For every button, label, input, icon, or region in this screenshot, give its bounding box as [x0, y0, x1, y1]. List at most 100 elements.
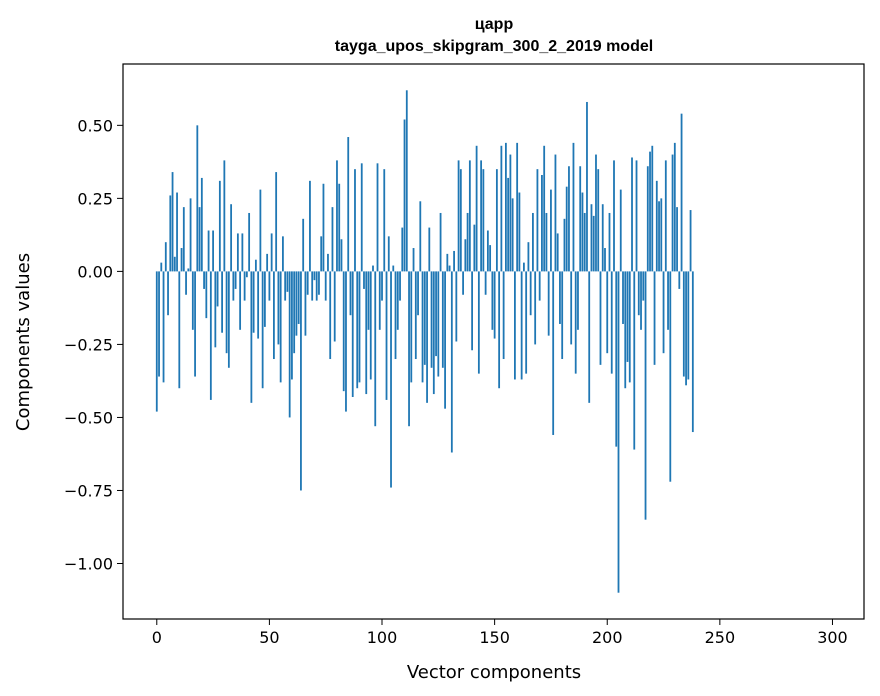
bar [403, 119, 406, 272]
bar [581, 192, 584, 272]
bar [480, 160, 483, 272]
bar [270, 233, 273, 272]
bar [182, 207, 185, 272]
bar [554, 154, 557, 272]
bar [338, 183, 341, 272]
bar [349, 271, 352, 316]
x-tick-label: 300 [817, 628, 848, 647]
bar [482, 169, 485, 272]
bar [599, 271, 602, 365]
bar [198, 207, 201, 272]
bar [203, 271, 205, 289]
bars-group [155, 90, 694, 593]
bar [640, 271, 642, 330]
bar [306, 271, 309, 295]
bar [541, 175, 543, 272]
bar [194, 271, 196, 377]
bar [236, 233, 239, 272]
y-tick-label: −1.00 [64, 555, 113, 574]
bar [550, 189, 552, 272]
bar [187, 268, 190, 272]
y-tick-label: 0.25 [77, 189, 113, 208]
bar [660, 198, 663, 272]
x-axis-ticks: 0 50 100 150 200 250 300 [152, 619, 848, 647]
y-tick-label: −0.50 [64, 408, 113, 427]
bar [543, 145, 546, 272]
bar [263, 271, 266, 327]
bar [401, 227, 404, 272]
bar [534, 271, 537, 345]
bar [597, 169, 600, 272]
bar [378, 271, 381, 330]
bar [376, 163, 379, 272]
bar [315, 271, 318, 301]
bar [595, 154, 597, 272]
bar [631, 157, 633, 272]
bar [453, 250, 455, 272]
bar [390, 271, 392, 488]
bar [473, 224, 476, 272]
bar [385, 271, 388, 400]
bar [455, 271, 458, 342]
bar [169, 195, 172, 272]
bar [507, 177, 510, 272]
bar [489, 245, 492, 272]
bar [637, 271, 640, 316]
bar [462, 271, 464, 295]
bar [444, 271, 446, 409]
bar [180, 248, 183, 272]
bar [518, 192, 521, 272]
bar [311, 271, 314, 301]
bar [252, 271, 255, 333]
bar [158, 271, 160, 377]
plot-frame [122, 63, 865, 620]
x-tick-label: 250 [705, 628, 736, 647]
bar [430, 271, 433, 368]
y-axis-label: Components values [13, 253, 34, 431]
bar [628, 271, 631, 383]
bar [588, 271, 591, 403]
bar [437, 271, 440, 377]
bar [417, 271, 419, 316]
bar [671, 154, 674, 272]
bar [532, 212, 534, 272]
bar [570, 271, 573, 345]
bar [626, 271, 629, 362]
bar [394, 271, 397, 360]
bar [277, 271, 280, 345]
bar [547, 271, 550, 336]
bar [164, 242, 167, 272]
bar [572, 142, 575, 272]
bar [160, 262, 163, 272]
bar [468, 160, 471, 272]
x-tick-label: 200 [592, 628, 623, 647]
bar [687, 271, 690, 380]
bar [419, 201, 422, 272]
bar [493, 271, 496, 339]
bar [261, 271, 264, 389]
bar [649, 151, 651, 272]
bar [662, 271, 665, 354]
bar [218, 180, 221, 272]
bar [223, 160, 226, 272]
bar [491, 271, 494, 330]
bar [574, 271, 577, 374]
bar [291, 271, 293, 380]
bar [651, 145, 654, 272]
bar [412, 248, 415, 272]
bar [669, 271, 672, 482]
bar [304, 271, 307, 336]
bar [232, 271, 235, 301]
bar [500, 145, 503, 272]
bar [486, 230, 489, 272]
bar [617, 271, 620, 593]
bar [207, 230, 210, 272]
bar [583, 212, 586, 272]
bar [279, 271, 282, 383]
bar [678, 271, 681, 289]
bar [525, 271, 528, 374]
bar [250, 271, 253, 403]
bar [446, 253, 449, 272]
bar [333, 271, 336, 342]
bar [318, 271, 320, 295]
